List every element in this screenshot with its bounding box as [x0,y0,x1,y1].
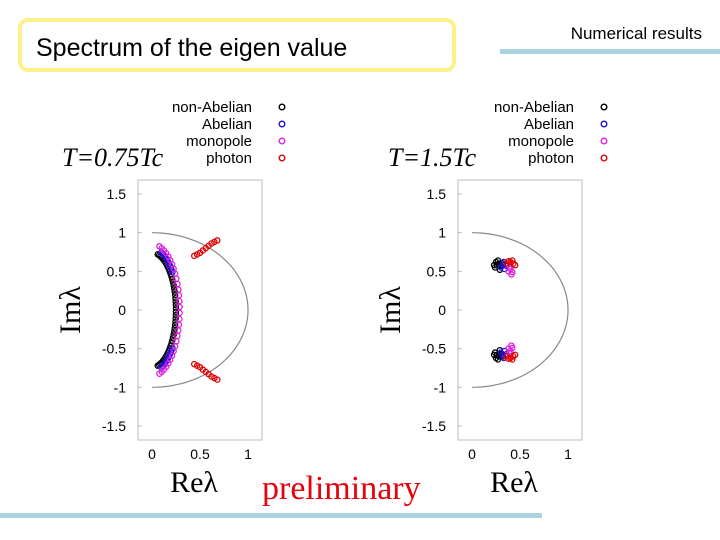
data-point-photon [511,261,519,269]
data-point-monopole [176,315,183,323]
unit-circle-line [151,232,249,388]
y-tick-label: 0 [438,302,446,318]
x-tick-label: 0 [148,446,156,462]
data-point-monopole [176,297,183,305]
data-point-monopole [176,303,183,311]
data-point-photon [511,351,519,359]
legend-marker [600,137,608,145]
legend-marker [600,120,608,128]
legend-label: monopole [186,133,252,150]
x-tick-label: 1 [564,446,572,462]
legend-label: photon [528,150,574,167]
y-axis-label: Imλ [374,286,407,334]
x-axis-label: Reλ [170,466,218,499]
y-tick-label: -1.5 [102,418,126,434]
data-point-monopole [508,271,515,278]
legend-marker [278,103,286,111]
data-point-non-abelian [170,285,178,292]
data-point-non-abelian [171,291,179,299]
y-tick-label: 1.5 [427,186,447,202]
chart-low-temperature: 1.5 1 0.5 0 -0.5 -1 -1.5 0 0.5 1 Reλ Imλ T=0.75Tc non… [54,99,286,499]
y-tick-label: 1 [438,225,446,241]
data-point-photon [214,376,221,383]
data-point-non-abelian [169,337,176,344]
legend-marker [278,120,286,128]
x-tick-label: 0.5 [510,446,530,462]
data-point-non-abelian [172,308,180,315]
data-point-non-abelian [172,305,180,312]
title-box: Spectrum of the eigen value [18,18,456,72]
y-tick-label: -0.5 [422,341,446,357]
top-accent-rule [500,49,720,54]
data-point-non-abelian [494,257,502,264]
bottom-accent-rule [0,513,542,518]
data-point-monopole [508,342,515,349]
y-tick-label: -1 [434,379,447,395]
legend-marker [600,103,608,111]
y-tick-label: 0.5 [107,263,127,279]
data-point-monopole [176,309,183,317]
preliminary-stamp: preliminary [262,470,421,507]
slide-title: Spectrum of the eigen value [36,34,348,62]
data-point-non-abelian [172,315,179,322]
data-point-non-abelian [490,351,498,359]
plot-frame [457,179,583,441]
data-point-non-abelian [490,261,498,269]
plot-frame [137,179,263,441]
x-tick-label: 0 [468,446,476,462]
legend-label: photon [206,150,252,167]
legend-label: monopole [508,133,574,150]
chart-high-temperature: 1.5 1 0.5 0 -0.5 -1 -1.5 0 0.5 1 Reλ Imλ T=1.5Tc non-… [374,99,608,499]
data-point-photon [509,257,516,264]
y-axis-label: Imλ [54,286,87,334]
data-point-non-abelian [171,321,179,329]
legend-label: non-Abelian [494,99,574,116]
x-tick-label: 1 [244,446,252,462]
data-point-non-abelian [170,282,177,289]
data-point-non-abelian [170,331,177,338]
legend-marker [278,154,286,162]
section-label: Numerical results [570,24,702,43]
y-tick-label: 0.5 [427,263,447,279]
data-point-monopole [156,243,163,250]
x-tick-label: 0.5 [190,446,210,462]
x-axis-label: Reλ [490,466,538,499]
data-point-monopole [175,321,183,328]
y-tick-label: 0 [118,302,126,318]
y-tick-label: -1.5 [422,418,446,434]
y-tick-label: -1 [114,379,127,395]
legend-marker [600,154,608,162]
data-point-non-abelian [170,328,178,335]
data-point-non-abelian [172,298,179,305]
data-point-non-abelian [494,356,502,363]
legend-label: Abelian [524,116,574,133]
data-point-non-abelian [169,276,176,283]
y-tick-label: 1.5 [107,186,127,202]
data-point-photon [509,356,516,363]
unit-circle-line [471,232,569,388]
data-point-photon [214,237,221,244]
legend-label: non-Abelian [172,99,252,116]
legend-label: Abelian [202,116,252,133]
y-tick-label: 1 [118,225,126,241]
temperature-label: T=1.5Tc [388,143,477,172]
legend-marker [278,137,286,145]
temperature-label: T=0.75Tc [62,143,164,172]
y-tick-label: -0.5 [102,341,126,357]
